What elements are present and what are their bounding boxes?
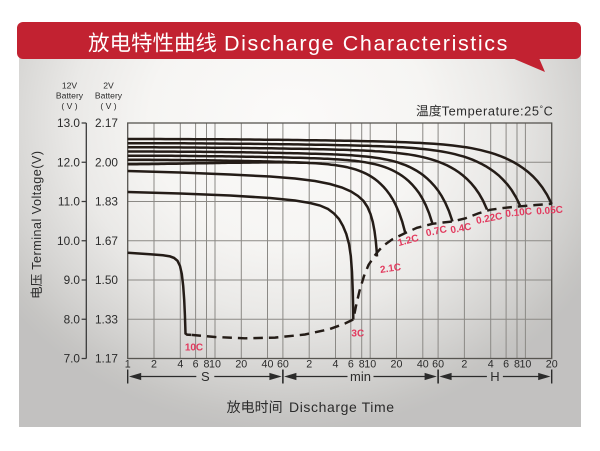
svg-text:S: S <box>201 369 210 384</box>
svg-text:40: 40 <box>417 358 429 370</box>
svg-text:Terminal Voltage(V): Terminal Voltage(V) <box>30 150 44 269</box>
svg-text:2: 2 <box>306 358 312 370</box>
svg-text:2V: 2V <box>103 80 114 90</box>
svg-text:H: H <box>490 369 499 384</box>
svg-text:1.17: 1.17 <box>95 352 118 366</box>
svg-text:10.0: 10.0 <box>57 234 80 248</box>
svg-text:1.83: 1.83 <box>95 195 118 209</box>
svg-text:0.7C: 0.7C <box>425 224 448 239</box>
svg-text:6: 6 <box>193 358 199 370</box>
svg-text:( V ): ( V ) <box>61 101 77 111</box>
svg-text:2.17: 2.17 <box>95 116 118 130</box>
svg-text:4: 4 <box>177 358 183 370</box>
svg-text:0.4C: 0.4C <box>450 222 473 237</box>
svg-text:( V ): ( V ) <box>100 101 116 111</box>
svg-text:11.0: 11.0 <box>58 195 81 209</box>
svg-text:0.22C: 0.22C <box>475 211 503 227</box>
svg-text:7.0: 7.0 <box>64 352 81 366</box>
svg-text:1.33: 1.33 <box>95 312 118 326</box>
svg-text:10C: 10C <box>185 342 203 353</box>
svg-text:Discharge Characteristics: Discharge Characteristics <box>224 32 509 56</box>
svg-text:2: 2 <box>151 358 157 370</box>
svg-text:60: 60 <box>277 358 289 370</box>
svg-text:6: 6 <box>348 358 354 370</box>
svg-text:0.05C: 0.05C <box>536 205 563 218</box>
svg-text:20: 20 <box>391 358 403 370</box>
svg-text:4: 4 <box>333 358 339 370</box>
svg-text:12V: 12V <box>62 80 78 90</box>
svg-text:9.0: 9.0 <box>64 273 81 287</box>
svg-text:1.50: 1.50 <box>95 273 118 287</box>
svg-text:20: 20 <box>546 358 558 370</box>
svg-text:min: min <box>350 369 371 384</box>
svg-text:8: 8 <box>359 358 365 370</box>
svg-text:1: 1 <box>125 358 131 370</box>
svg-text:Temperature:25°C: Temperature:25°C <box>442 104 554 119</box>
svg-text:8: 8 <box>514 358 520 370</box>
svg-text:4: 4 <box>488 358 494 370</box>
svg-text:0.10C: 0.10C <box>505 206 533 220</box>
svg-text:10: 10 <box>209 358 221 370</box>
svg-text:Battery: Battery <box>95 91 123 101</box>
svg-text:10: 10 <box>364 358 376 370</box>
svg-text:40: 40 <box>262 358 274 370</box>
svg-text:20: 20 <box>235 358 247 370</box>
svg-text:13.0: 13.0 <box>57 116 80 130</box>
svg-text:12.0: 12.0 <box>57 155 80 169</box>
svg-text:8: 8 <box>204 358 210 370</box>
svg-text:10: 10 <box>519 358 531 370</box>
svg-text:1.67: 1.67 <box>95 234 118 248</box>
svg-text:3C: 3C <box>351 328 364 339</box>
svg-text:8.0: 8.0 <box>64 312 81 326</box>
svg-text:2: 2 <box>461 358 467 370</box>
svg-text:60: 60 <box>432 358 444 370</box>
svg-text:2.1C: 2.1C <box>379 262 401 276</box>
svg-text:2.00: 2.00 <box>95 155 118 169</box>
svg-text:Discharge Time: Discharge Time <box>289 399 395 415</box>
svg-text:1.2C: 1.2C <box>397 233 420 249</box>
svg-text:6: 6 <box>503 358 509 370</box>
svg-text:Battery: Battery <box>56 91 84 101</box>
